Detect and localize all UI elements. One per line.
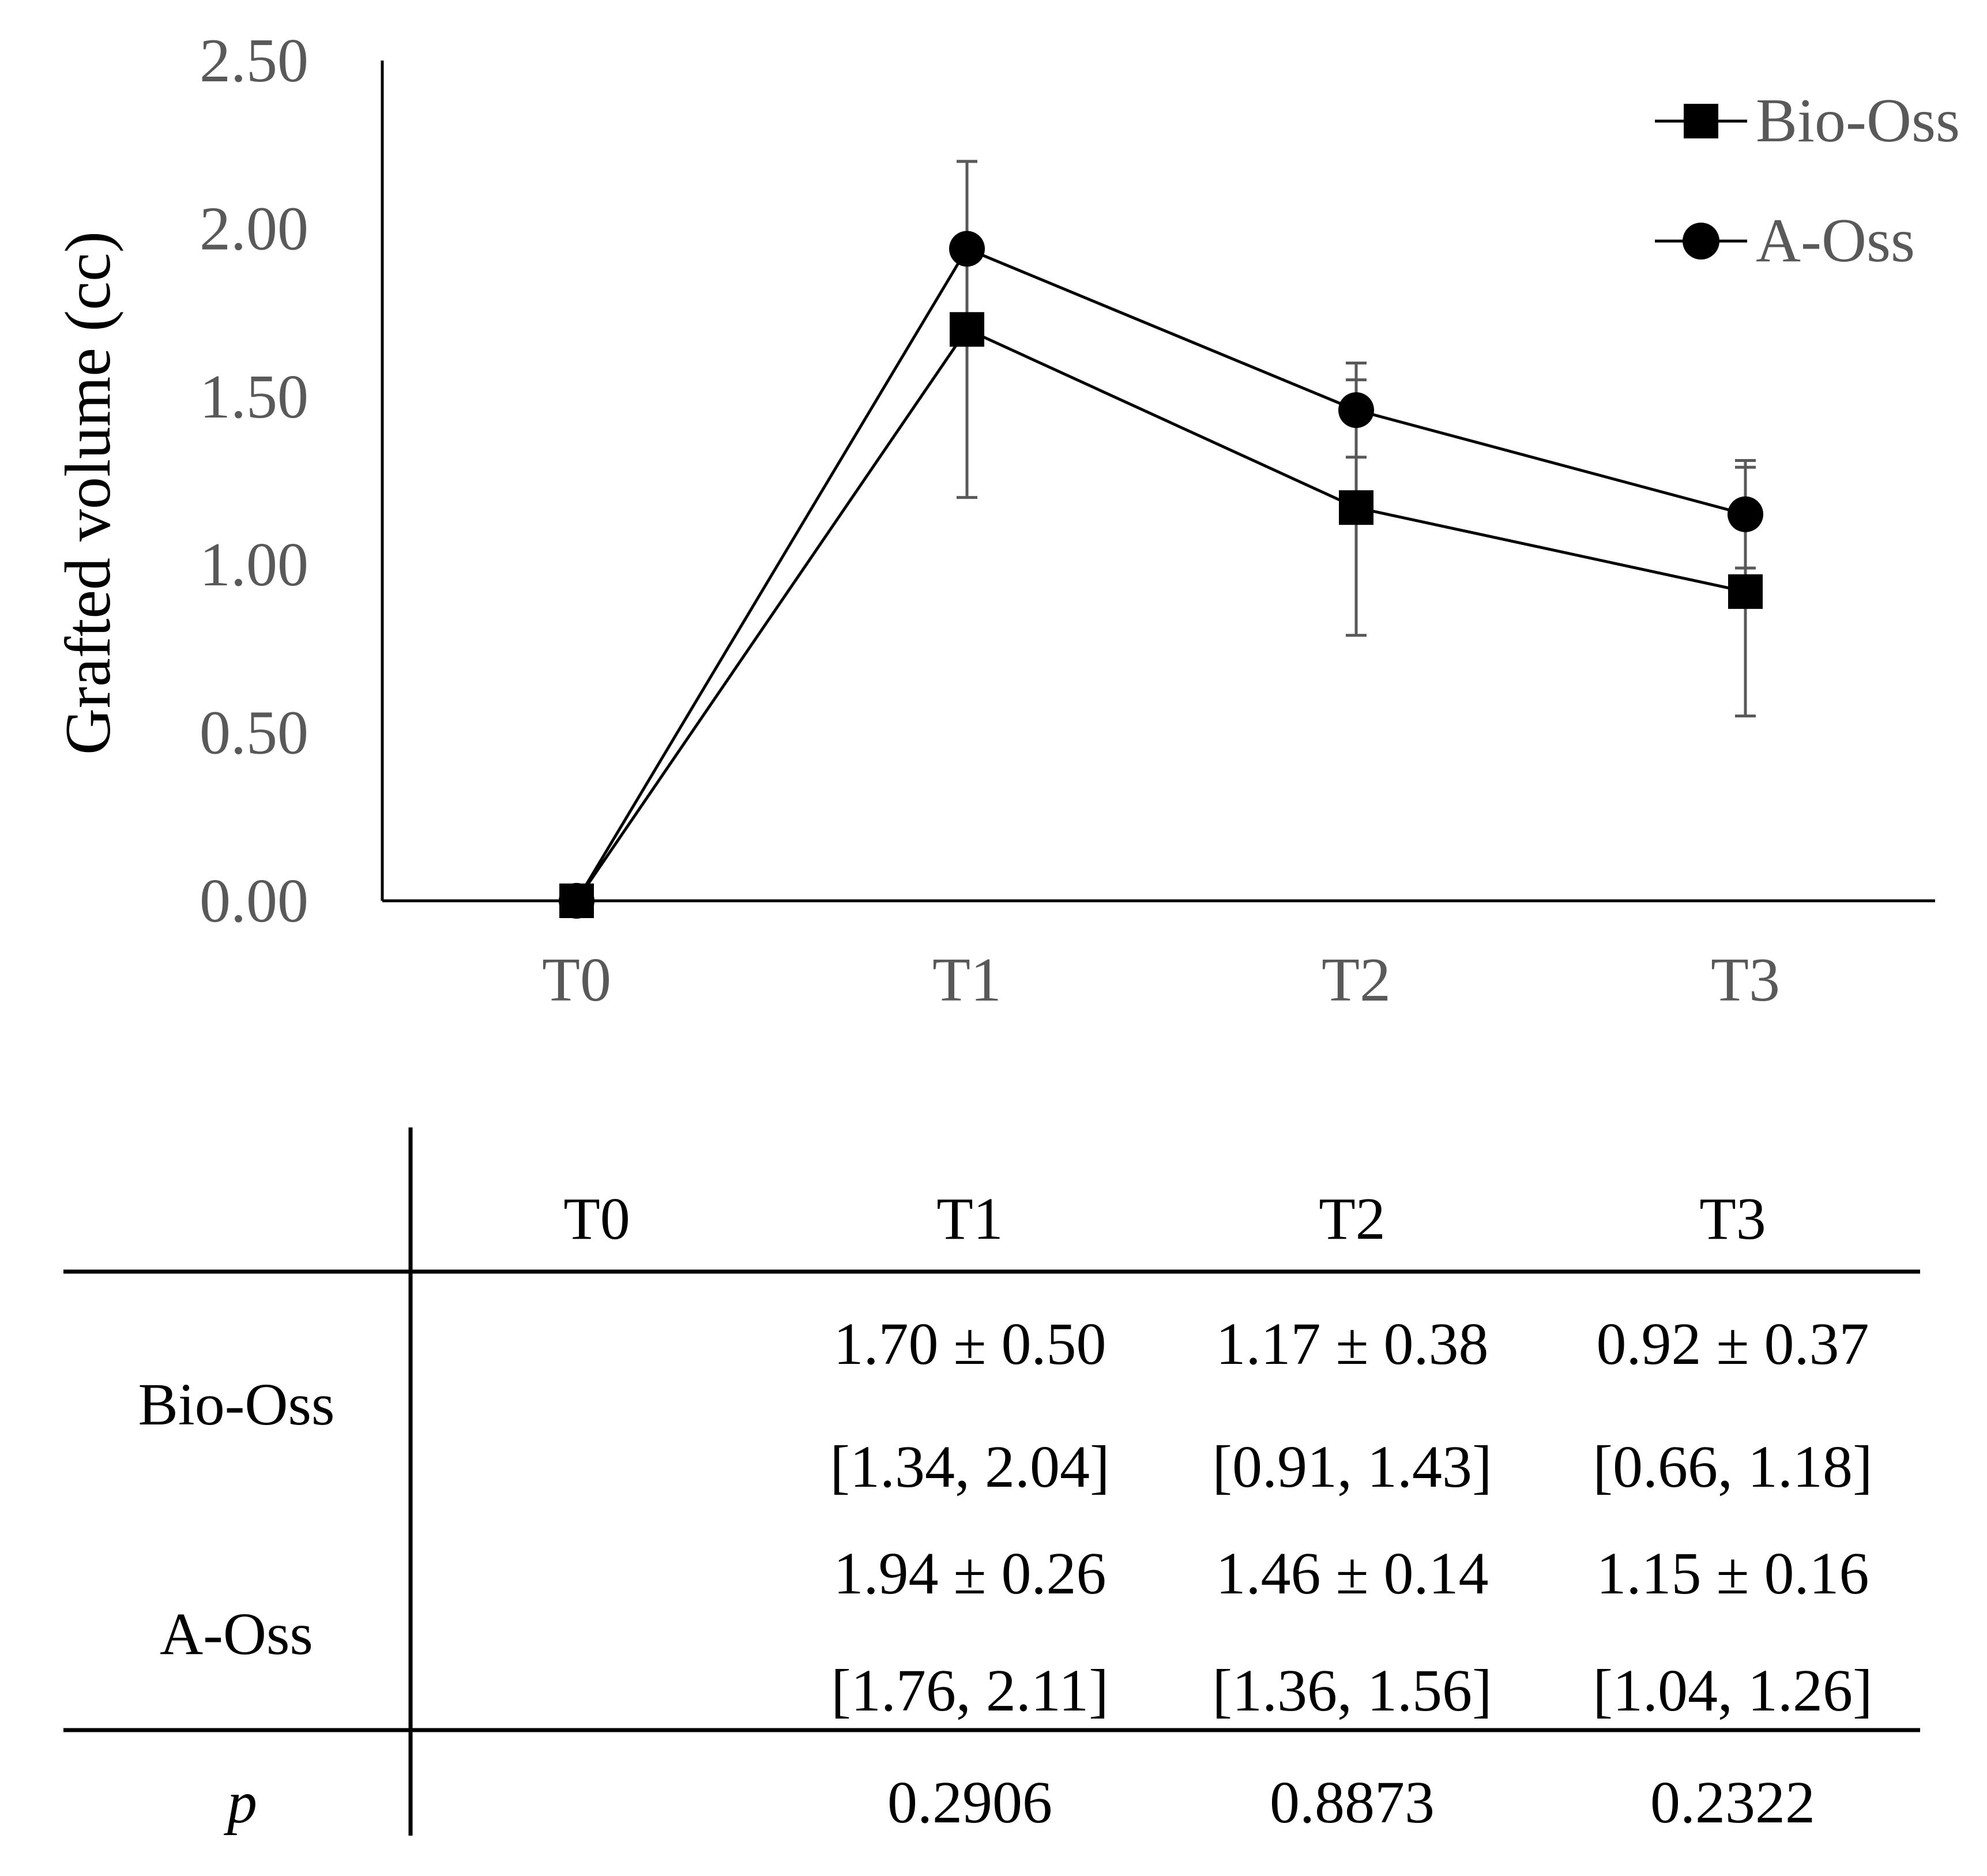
data-point-bio-oss [950,312,984,347]
table-cell: [0.66, 1.18] [1593,1434,1872,1500]
table-header-t1: T1 [936,1186,1003,1252]
table-cell: 0.92 ± 0.37 [1596,1311,1869,1377]
table-row-label-a-oss: A-Oss [160,1601,313,1667]
data-point-a-oss [949,231,985,267]
legend-item-bio-oss: Bio-Oss [1655,87,1960,155]
legend-square-marker [1684,104,1718,138]
series-lines [575,247,1746,902]
table-cell: 1.94 ± 0.26 [833,1540,1106,1607]
table-cell: 1.70 ± 0.50 [833,1311,1106,1377]
data-point-bio-oss [559,884,594,918]
table-cell: [0.91, 1.43] [1212,1434,1492,1500]
legend-label-a-oss: A-Oss [1756,206,1915,275]
x-tick-label: T2 [1322,946,1391,1014]
line-chart: 0.00 0.50 1.00 1.50 2.00 2.50 Grafted volume … [52,27,1960,1014]
table-cell: [1.34, 2.04] [830,1434,1109,1500]
table-cell: [1.76, 2.11] [831,1657,1108,1724]
y-tick-label: 0.00 [200,867,308,935]
x-tick-label: T1 [932,946,1002,1014]
series-line-a-oss [575,247,1746,902]
y-tick-label: 1.50 [200,363,308,431]
table-header-t2: T2 [1319,1186,1386,1252]
legend: Bio-Oss A-Oss [1655,87,1960,275]
y-tick-label: 1.00 [200,531,308,599]
p-value-t1: 0.2906 [887,1769,1052,1836]
y-tick-label: 2.00 [200,194,308,263]
data-point-bio-oss [1339,490,1373,525]
table-row-label-bio-oss: Bio-Oss [138,1371,335,1438]
table-cell: [1.36, 1.56] [1212,1657,1492,1724]
data-point-bio-oss [1728,574,1763,609]
x-axis-ticks: T0 T1 T2 T3 [542,946,1780,1014]
y-tick-label: 2.50 [200,27,308,95]
y-axis-ticks: 0.00 0.50 1.00 1.50 2.00 2.50 [200,27,308,935]
x-tick-label: T0 [542,946,611,1014]
p-value-t3: 0.2322 [1650,1769,1815,1836]
table-header-t3: T3 [1699,1186,1766,1252]
table-cell: [1.04, 1.26] [1593,1657,1872,1724]
data-point-a-oss [1728,496,1763,532]
table-cell: 1.15 ± 0.16 [1596,1540,1869,1607]
table-row-label-p: p [223,1769,257,1836]
legend-item-a-oss: A-Oss [1655,206,1915,275]
data-point-a-oss [1338,392,1374,428]
series-line-bio-oss [575,328,1746,902]
y-axis-title: Grafted volume (cc) [52,231,124,755]
error-bars [957,160,1756,717]
summary-table: T0 T1 T2 T3 Bio-Oss 1.70 ± 0.50 1.17 ± 0… [63,1127,1920,1836]
data-markers [559,231,1763,919]
legend-circle-marker [1683,223,1719,260]
p-value-t2: 0.8873 [1270,1769,1435,1836]
table-cell: 1.46 ± 0.14 [1215,1540,1488,1607]
legend-label-bio-oss: Bio-Oss [1756,87,1960,155]
table-cell: 1.17 ± 0.38 [1215,1311,1488,1377]
x-tick-label: T3 [1711,946,1780,1014]
y-tick-label: 0.50 [200,699,308,768]
table-header-t0: T0 [563,1186,630,1252]
